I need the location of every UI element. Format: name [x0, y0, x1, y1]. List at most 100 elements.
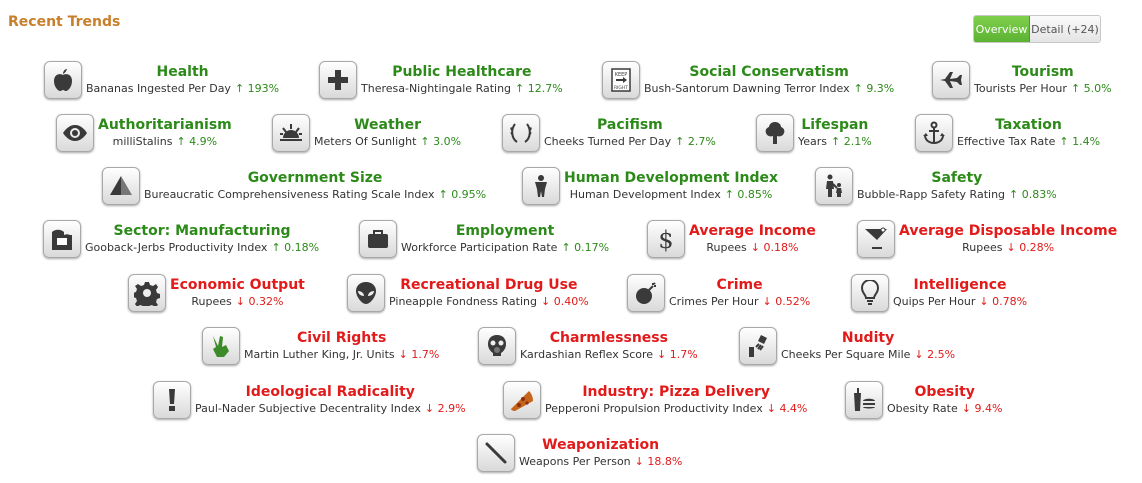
overview-tab[interactable]: Overview — [974, 16, 1030, 42]
svg-text:KEEP: KEEP — [615, 72, 628, 78]
trend-item[interactable]: Recreational Drug Use Pineapple Fondness … — [347, 273, 589, 313]
trend-change-value: 9.3% — [866, 82, 895, 95]
trend-arrow-icon: ↓ — [979, 295, 989, 308]
trend-measure: Obesity Rate — [887, 402, 958, 415]
trend-text: Recreational Drug Use Pineapple Fondness … — [389, 277, 589, 309]
trend-arrow-icon: ↓ — [634, 455, 644, 468]
trend-change-value: 4.4% — [779, 402, 808, 415]
trend-item[interactable]: Economic Output Rupees ↓ 0.32% — [128, 273, 305, 313]
trend-arrow-icon: ↑ — [176, 135, 186, 148]
trend-measure: Workforce Participation Rate — [401, 241, 558, 254]
trend-name: Crime — [716, 277, 763, 293]
trend-measure: Martin Luther King, Jr. Units — [244, 348, 395, 361]
trend-change: ↑ 3.0% — [420, 135, 461, 148]
trend-item[interactable]: Weather Meters Of Sunlight ↑ 3.0% — [272, 113, 461, 153]
trend-measure-line: Rupees ↓ 0.32% — [191, 294, 283, 309]
trend-name: Economic Output — [170, 277, 305, 293]
trend-item[interactable]: Safety Bubble-Rapp Safety Rating ↑ 0.83% — [815, 166, 1057, 206]
trend-text: Weather Meters Of Sunlight ↑ 3.0% — [314, 117, 461, 149]
factory-icon — [43, 220, 81, 258]
trend-item[interactable]: Ideological Radicality Paul-Nader Subject… — [153, 380, 466, 420]
trend-item[interactable]: Human Development Index Human Development… — [522, 166, 778, 206]
trend-item[interactable]: Taxation Effective Tax Rate ↑ 1.4% — [915, 113, 1100, 153]
trend-change: ↓ 2.5% — [914, 348, 955, 361]
trend-arrow-icon: ↑ — [561, 241, 571, 254]
trend-text: Government Size Bureaucratic Comprehensiv… — [144, 170, 486, 202]
trend-name: Weaponization — [542, 437, 660, 453]
trend-item[interactable]: Nudity Cheeks Per Square Mile ↓ 2.5% — [739, 326, 955, 366]
trend-item[interactable]: Sector: Manufacturing Gooback-Jerbs Produ… — [43, 219, 319, 259]
trend-item[interactable]: Charmlessness Kardashian Reflex Score ↓ 1.… — [478, 326, 698, 366]
trend-text: Tourism Tourists Per Hour ↑ 5.0% — [974, 64, 1112, 96]
trend-change: ↓ 1.7% — [657, 348, 698, 361]
trend-arrow-icon: ↑ — [1009, 188, 1019, 201]
dollar-icon: $ — [647, 220, 685, 258]
trend-measure-line: Theresa-Nightingale Rating ↑ 12.7% — [361, 81, 563, 96]
trend-name: Average Income — [689, 223, 816, 239]
trend-text: Nudity Cheeks Per Square Mile ↓ 2.5% — [781, 330, 955, 362]
apple-icon — [44, 61, 82, 99]
trend-arrow-icon: ↓ — [235, 295, 245, 308]
trend-arrow-icon: ↓ — [914, 348, 924, 361]
trend-arrow-icon: ↓ — [398, 348, 408, 361]
trend-measure: Bubble-Rapp Safety Rating — [857, 188, 1006, 201]
trend-item[interactable]: Government Size Bureaucratic Comprehensiv… — [102, 166, 486, 206]
airplane-icon — [932, 61, 970, 99]
trend-change: ↑ 0.95% — [438, 188, 486, 201]
trend-text: Taxation Effective Tax Rate ↑ 1.4% — [957, 117, 1100, 149]
trend-change: ↓ 2.9% — [425, 402, 466, 415]
trend-arrow-icon: ↑ — [724, 188, 734, 201]
trend-measure: Pineapple Fondness Rating — [389, 295, 537, 308]
trend-item[interactable]: Crime Crimes Per Hour ↓ 0.52% — [627, 273, 810, 313]
trend-text: Obesity Obesity Rate ↓ 9.4% — [887, 384, 1002, 416]
trend-name: Nudity — [841, 330, 895, 346]
trend-item[interactable]: Average Disposable Income Rupees ↓ 0.28% — [857, 219, 1117, 259]
trend-change: ↑ 193% — [235, 82, 279, 95]
trend-item[interactable]: Tourism Tourists Per Hour ↑ 5.0% — [932, 60, 1112, 100]
trend-change-value: 5.0% — [1083, 82, 1112, 95]
trend-measure: Cheeks Turned Per Day — [544, 135, 672, 148]
trend-measure-line: milliStalins ↑ 4.9% — [113, 134, 217, 149]
trend-change-value: 12.7% — [527, 82, 563, 95]
trend-measure: Quips Per Hour — [893, 295, 976, 308]
exclamation-icon — [153, 381, 191, 419]
trend-text: Health Bananas Ingested Per Day ↑ 193% — [86, 64, 279, 96]
trend-change: ↑ 2.7% — [675, 135, 716, 148]
trend-change-value: 0.83% — [1021, 188, 1057, 201]
trend-change: ↑ 0.18% — [271, 241, 319, 254]
trend-text: Industry: Pizza Delivery Pepperoni Propul… — [545, 384, 807, 416]
trend-text: Average Disposable Income Rupees ↓ 0.28% — [899, 223, 1117, 255]
detail-tab[interactable]: Detail (+24) — [1030, 16, 1100, 42]
trend-name: Charmlessness — [549, 330, 668, 346]
trend-item[interactable]: Industry: Pizza Delivery Pepperoni Propul… — [503, 380, 807, 420]
trend-measure-line: Martin Luther King, Jr. Units ↓ 1.7% — [244, 347, 439, 362]
trend-item[interactable]: Public Healthcare Theresa-Nightingale Rat… — [319, 60, 563, 100]
trend-item[interactable]: $ Average Income Rupees ↓ 0.18% — [647, 219, 816, 259]
trend-measure: Crimes Per Hour — [669, 295, 759, 308]
trend-measure: Bananas Ingested Per Day — [86, 82, 231, 95]
trend-text: Public Healthcare Theresa-Nightingale Rat… — [361, 64, 563, 96]
trend-measure-line: Crimes Per Hour ↓ 0.52% — [669, 294, 810, 309]
trend-item[interactable]: Pacifism Cheeks Turned Per Day ↑ 2.7% — [502, 113, 716, 153]
trend-change-value: 1.7% — [411, 348, 440, 361]
trend-arrow-icon: ↑ — [1059, 135, 1069, 148]
trend-measure-line: Rupees ↓ 0.18% — [706, 240, 798, 255]
soda-burger-icon — [845, 381, 883, 419]
trend-arrow-icon: ↑ — [853, 82, 863, 95]
trend-measure-line: Quips Per Hour ↓ 0.78% — [893, 294, 1027, 309]
trend-text: Social Conservatism Bush-Santorum Dawning… — [644, 64, 894, 96]
trend-item[interactable]: Lifespan Years ↑ 2.1% — [756, 113, 872, 153]
trend-change: ↓ 0.52% — [763, 295, 811, 308]
trend-item[interactable]: Obesity Obesity Rate ↓ 9.4% — [845, 380, 1002, 420]
trend-item[interactable]: Weaponization Weapons Per Person ↓ 18.8% — [477, 433, 682, 473]
bomb-icon — [627, 274, 665, 312]
trend-arrow-icon: ↓ — [750, 241, 760, 254]
trend-item[interactable]: Employment Workforce Participation Rate ↑ … — [359, 219, 609, 259]
trend-item[interactable]: Authoritarianism milliStalins ↑ 4.9% — [56, 113, 232, 153]
trend-item[interactable]: Intelligence Quips Per Hour ↓ 0.78% — [851, 273, 1027, 313]
trend-item[interactable]: KEEP RIGHT Social Conservatism Bush-Santoru… — [602, 60, 894, 100]
trend-item[interactable]: Health Bananas Ingested Per Day ↑ 193% — [44, 60, 279, 100]
trend-measure: Human Development Index — [569, 188, 721, 201]
trend-name: Taxation — [995, 117, 1062, 133]
trend-item[interactable]: Civil Rights Martin Luther King, Jr. Unit… — [202, 326, 439, 366]
